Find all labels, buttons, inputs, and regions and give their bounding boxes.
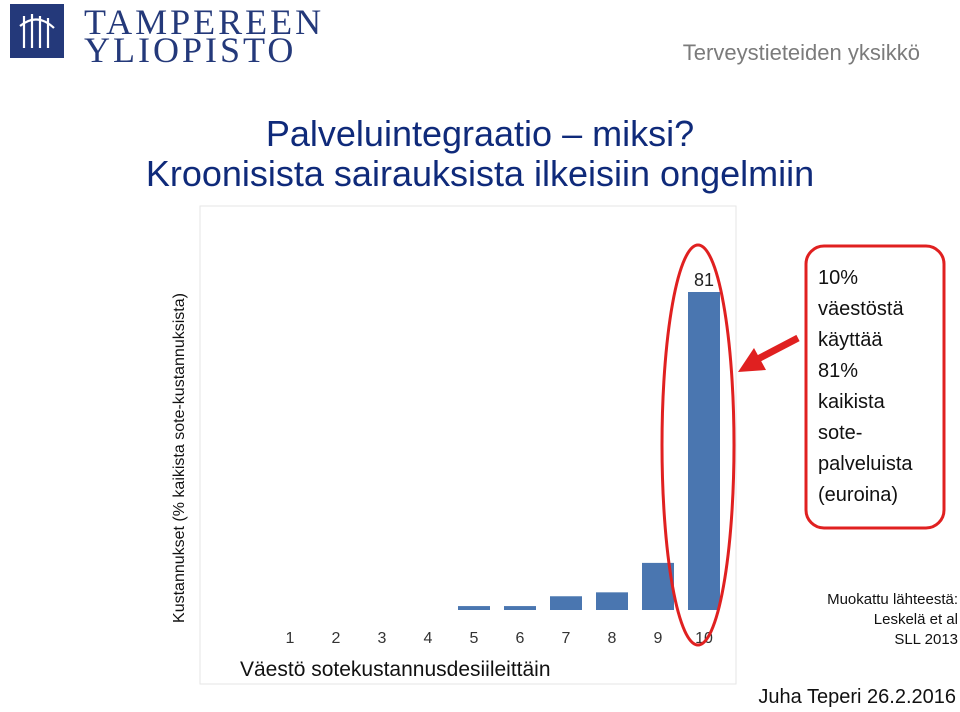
x-axis-label: Väestö sotekustannusdesiileittäin (240, 658, 551, 681)
bar-decile-8 (596, 592, 628, 610)
source-line2: Leskelä et al (873, 611, 958, 628)
slide-subtitle: Kroonisista sairauksista ilkeisiin ongel… (145, 153, 815, 194)
highlight-ellipse (660, 243, 736, 647)
unit-name: Terveystieteiden yksikkö (682, 40, 920, 65)
bar-decile-10 (688, 292, 720, 610)
callout-box (804, 244, 946, 530)
source-note: Muokattu lähteestä: Leskelä et al SLL 20… (782, 590, 958, 650)
y-axis-label: Kustannukset (% kaikista sote-kustannuks… (171, 293, 188, 623)
x-tick-label: 2 (332, 630, 341, 647)
x-tick-label: 4 (424, 630, 433, 647)
callout-text: 10% väestöstä käyttää 81% kaikista sote-… (818, 267, 913, 506)
university-logo: TAMPEREEN YLIOPISTO (6, 2, 325, 68)
author-date: Juha Teperi 26.2.2016 (758, 686, 956, 708)
x-tick-label: 8 (608, 630, 617, 647)
source-line1: Muokattu lähteestä: (827, 591, 958, 608)
bar-decile-5 (458, 606, 490, 610)
bar-decile-7 (550, 596, 582, 610)
x-tick-label: 9 (654, 630, 663, 647)
callout-arrow (738, 334, 800, 372)
x-tick-label: 5 (470, 630, 479, 647)
x-tick-label: 7 (562, 630, 571, 647)
bar-decile-6 (504, 606, 536, 610)
x-tick-label: 3 (378, 630, 387, 647)
logo-text-line1: TAMPEREEN (84, 2, 325, 42)
logo-emblem-icon (10, 4, 64, 58)
chart-frame (199, 205, 737, 685)
x-tick-label: 6 (516, 630, 525, 647)
data-label: 81 (694, 270, 714, 290)
x-tick-label: 1 (286, 630, 295, 647)
source-line3: SLL 2013 (894, 631, 958, 648)
logo-text-line2: YLIOPISTO (84, 30, 297, 70)
slide-title: Palveluintegraatio – miksi? (265, 113, 695, 154)
